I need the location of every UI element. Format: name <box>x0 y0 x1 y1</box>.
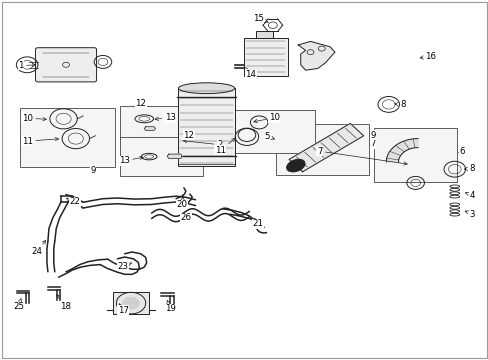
Text: 10: 10 <box>22 113 46 122</box>
Text: 8: 8 <box>464 164 474 173</box>
Text: 18: 18 <box>57 294 70 311</box>
Text: 11: 11 <box>215 138 235 155</box>
Text: 6: 6 <box>458 148 464 156</box>
Text: 11: 11 <box>22 136 59 145</box>
Polygon shape <box>288 123 363 172</box>
Text: 23: 23 <box>118 262 131 271</box>
Text: 22: 22 <box>66 197 81 206</box>
Polygon shape <box>144 127 155 130</box>
Text: 8: 8 <box>394 100 405 109</box>
Text: 12: 12 <box>135 99 146 108</box>
Bar <box>20 108 115 167</box>
Text: 9: 9 <box>90 166 95 175</box>
Text: 14: 14 <box>244 67 256 79</box>
Text: 2: 2 <box>183 139 222 149</box>
Bar <box>373 128 456 182</box>
Text: 13: 13 <box>119 156 143 165</box>
Text: 9: 9 <box>369 130 375 139</box>
Bar <box>178 88 234 166</box>
Polygon shape <box>298 41 334 70</box>
Bar <box>276 124 368 175</box>
Text: 24: 24 <box>32 240 45 256</box>
Text: 20: 20 <box>176 197 187 209</box>
Bar <box>120 137 203 176</box>
Text: 16: 16 <box>419 52 435 61</box>
Text: 10: 10 <box>253 113 279 123</box>
Text: 26: 26 <box>180 213 191 222</box>
Text: 25: 25 <box>13 298 24 311</box>
Bar <box>120 106 203 139</box>
Text: 3: 3 <box>465 210 474 219</box>
Text: 7: 7 <box>369 139 375 148</box>
Bar <box>255 31 272 38</box>
Text: 15: 15 <box>253 14 267 23</box>
Bar <box>112 292 149 314</box>
Bar <box>222 110 315 153</box>
Ellipse shape <box>286 159 305 172</box>
Text: 17: 17 <box>118 304 128 315</box>
Circle shape <box>122 297 140 310</box>
Text: 4: 4 <box>465 191 474 199</box>
Bar <box>243 38 287 76</box>
Text: 13: 13 <box>155 113 175 122</box>
Text: 5: 5 <box>264 132 274 140</box>
Ellipse shape <box>178 83 234 94</box>
Polygon shape <box>167 154 182 158</box>
Text: 7: 7 <box>316 147 407 165</box>
FancyBboxPatch shape <box>36 48 96 82</box>
Polygon shape <box>386 139 417 162</box>
Text: 19: 19 <box>164 300 175 313</box>
Text: 21: 21 <box>252 219 263 228</box>
Text: 12: 12 <box>183 131 194 140</box>
Text: 1: 1 <box>18 61 36 70</box>
